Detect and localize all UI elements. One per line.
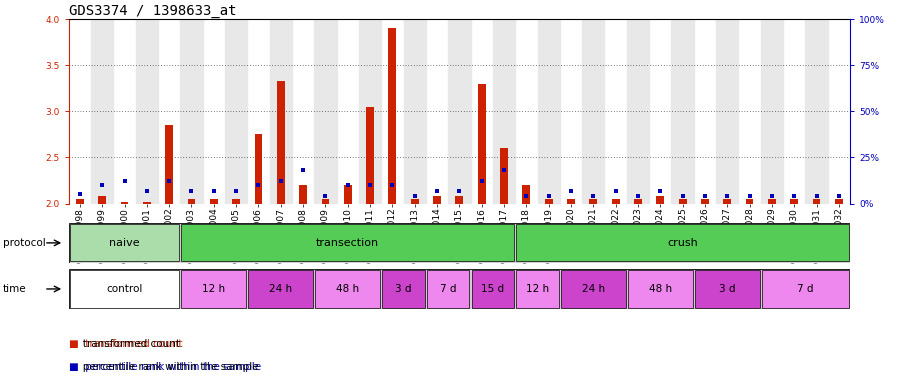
- Bar: [225, 19, 247, 204]
- Bar: [634, 199, 642, 204]
- Text: GDS3374 / 1398633_at: GDS3374 / 1398633_at: [69, 4, 236, 18]
- Bar: [679, 199, 686, 204]
- Bar: [517, 224, 849, 262]
- Bar: [627, 19, 649, 204]
- Bar: [180, 19, 202, 204]
- Text: 48 h: 48 h: [336, 284, 359, 294]
- Bar: [210, 199, 218, 204]
- Bar: [478, 84, 485, 204]
- Bar: [188, 199, 195, 204]
- Bar: [746, 199, 754, 204]
- Bar: [657, 196, 664, 204]
- Text: naive: naive: [109, 238, 140, 248]
- Bar: [805, 19, 828, 204]
- Bar: [612, 199, 619, 204]
- Text: time: time: [3, 284, 27, 294]
- Bar: [433, 196, 441, 204]
- Bar: [70, 270, 180, 308]
- Bar: [695, 270, 759, 308]
- Bar: [538, 19, 560, 204]
- Text: 7 d: 7 d: [797, 284, 813, 294]
- Bar: [248, 270, 313, 308]
- Text: percentile rank within the sample: percentile rank within the sample: [73, 362, 259, 372]
- Bar: [165, 125, 173, 204]
- Text: 3 d: 3 d: [719, 284, 736, 294]
- Bar: [768, 199, 776, 204]
- Bar: [98, 196, 106, 204]
- Bar: [300, 185, 307, 204]
- Bar: [277, 81, 285, 204]
- Bar: [517, 270, 559, 308]
- Text: crush: crush: [667, 238, 698, 248]
- Bar: [455, 196, 463, 204]
- Bar: [791, 199, 798, 204]
- Bar: [121, 202, 128, 204]
- Bar: [762, 270, 849, 308]
- Text: 12 h: 12 h: [202, 284, 225, 294]
- Bar: [76, 199, 83, 204]
- Bar: [314, 19, 336, 204]
- Bar: [583, 19, 605, 204]
- Bar: [143, 202, 151, 204]
- Text: transformed count: transformed count: [73, 339, 180, 349]
- Bar: [410, 199, 419, 204]
- Bar: [359, 19, 381, 204]
- Bar: [322, 199, 330, 204]
- Text: 3 d: 3 d: [396, 284, 412, 294]
- Bar: [91, 19, 114, 204]
- Text: ■  percentile rank within the sample: ■ percentile rank within the sample: [69, 362, 261, 372]
- Bar: [561, 270, 626, 308]
- Text: 24 h: 24 h: [269, 284, 292, 294]
- Text: control: control: [106, 284, 143, 294]
- Bar: [567, 199, 575, 204]
- Bar: [724, 199, 731, 204]
- Bar: [255, 134, 262, 204]
- Bar: [136, 19, 158, 204]
- Bar: [493, 19, 515, 204]
- Bar: [812, 199, 821, 204]
- Bar: [448, 19, 471, 204]
- Text: ■  transformed count: ■ transformed count: [69, 339, 182, 349]
- Text: 24 h: 24 h: [582, 284, 605, 294]
- Bar: [344, 185, 352, 204]
- Text: 7 d: 7 d: [440, 284, 456, 294]
- Bar: [382, 270, 425, 308]
- Bar: [427, 270, 469, 308]
- Bar: [671, 19, 693, 204]
- Bar: [701, 199, 709, 204]
- Bar: [522, 185, 530, 204]
- Bar: [835, 199, 843, 204]
- Text: transection: transection: [316, 238, 379, 248]
- Bar: [233, 199, 240, 204]
- Text: 12 h: 12 h: [526, 284, 549, 294]
- Bar: [716, 19, 738, 204]
- Bar: [589, 199, 597, 204]
- Bar: [70, 224, 180, 262]
- Bar: [500, 148, 508, 204]
- Bar: [269, 19, 292, 204]
- Bar: [181, 270, 246, 308]
- Bar: [366, 107, 374, 204]
- Bar: [761, 19, 783, 204]
- Bar: [404, 19, 426, 204]
- Text: 15 d: 15 d: [481, 284, 505, 294]
- Bar: [545, 199, 552, 204]
- Bar: [472, 270, 514, 308]
- Text: 48 h: 48 h: [649, 284, 671, 294]
- Bar: [388, 28, 397, 204]
- Text: protocol: protocol: [3, 238, 46, 248]
- Bar: [628, 270, 692, 308]
- Bar: [181, 224, 514, 262]
- Bar: [315, 270, 380, 308]
